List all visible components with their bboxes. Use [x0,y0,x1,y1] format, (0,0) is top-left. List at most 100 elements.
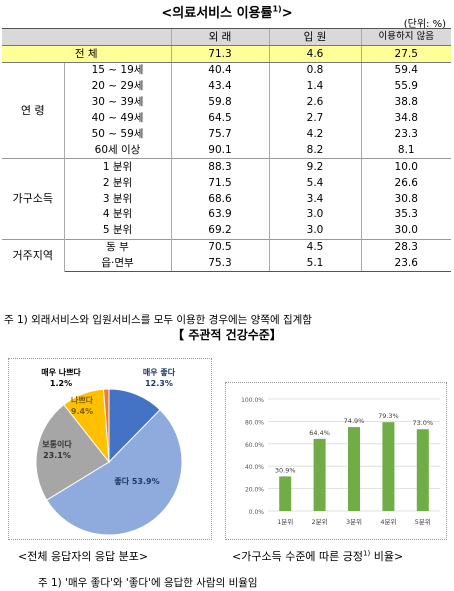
table-cell: 35.3 [360,206,451,223]
table-cell: 4.2 [268,126,361,143]
group-label: 연 령 [2,62,65,159]
table-cell: 8.2 [268,142,361,159]
table-cell: 5.1 [268,255,361,273]
table-cell: 88.3 [170,158,269,176]
table-cell: 3.4 [268,190,361,207]
table-cell: 75.3 [170,255,269,273]
table-cell: 3.0 [268,222,361,240]
bar-value-label: 74.9% [344,417,365,425]
table-cell: 34.8 [360,110,451,127]
row-label: 60세 이상 [94,143,141,156]
section-title: 【 주관적 건강수준】 [172,328,282,342]
table-row-total: 전 체 71.3 4.6 27.5 [2,45,451,63]
table-cell: 23.6 [360,255,451,273]
table-cell: 59.4 [360,62,451,79]
column-header: 이용하지 않음 [360,28,451,46]
y-tick-label: 80.0% [245,419,264,426]
table-cell: 63.9 [170,206,269,223]
row-label: 1 분위 [64,158,171,176]
bar [382,422,395,511]
pie-slice-label: 좋다 53.9% [114,476,159,486]
table-row: 가구소득 1 분위 88.3 9.2 10.0 [2,158,451,240]
title-footnote-mark: 1) [272,4,282,14]
table-cell: 71.3 [170,45,269,63]
row-label: 읍·면부 [64,255,171,273]
table-row: 2 분위 71.5 5.4 26.6 [2,175,451,191]
column-header: 입 원 [268,28,361,46]
pie-slice-label: 보통이다 23.1% [42,439,72,460]
pie-chart-panel: 매우 좋다 12.3% 좋다 53.9% 보통이다 23.1% 나쁘다 9.4% 매우 나쁘다… [8,358,212,540]
bar-value-label: 73.0% [412,419,433,427]
table-cell: 2.6 [268,94,361,111]
unit-label: (단위: %) [403,19,446,30]
column-header: 외 래 [170,28,269,46]
table-cell: 4.6 [268,45,361,63]
pie-slice-label: 매우 나쁘다 1.2% [41,367,81,388]
y-tick-label: 40.0% [245,464,264,471]
table-cell: 10.0 [360,158,451,176]
row-label: 30 ~ 39세 [91,96,144,109]
table-cell: 55.9 [360,78,451,95]
group-label: 거주지역 [2,238,65,272]
table-row: 20 ~ 29세 43.4 1.4 55.9 [2,78,451,95]
table-cell: 70.5 [170,238,269,256]
pie-caption: <전체 응답자의 응답 분포> [18,550,149,563]
table-cell: 69.2 [170,222,269,240]
y-tick-label: 20.0% [245,487,264,494]
table-cell: 0.8 [268,62,361,79]
table-row: 읍·면부 75.3 5.1 23.6 [2,255,451,273]
table-cell: 27.5 [360,45,451,63]
table-row: 60세 이상 90.1 8.2 8.1 [2,142,451,159]
table-title: <의료서비스 이용률1)> [161,4,293,21]
table-cell: 43.4 [170,78,269,95]
table-row: 거주지역 동 부 70.5 4.5 28.3 [2,238,451,272]
y-tick-label: 100.0% [241,397,264,404]
row-label: 40 ~ 49세 [91,112,144,125]
table-row: 5 분위 69.2 3.0 30.0 [2,222,451,240]
table-footnote: 주 1) 외래서비스와 입원서비스를 모두 이용한 경우에는 양쪽에 집계함 [4,314,312,326]
pie-slice-label: 나쁘다 9.4% [71,395,94,416]
table-row: 연 령 15 ~ 19세 40.4 0.8 59.4 [2,62,451,159]
x-tick-label: 2분위 [312,518,328,526]
row-label: 50 ~ 59세 [91,128,144,141]
header-blank [2,28,171,46]
table-row: 50 ~ 59세 75.7 4.2 23.3 [2,126,451,143]
table-row: 30 ~ 39세 59.8 2.6 38.8 [2,94,451,111]
table-row: 3 분위 68.6 3.4 30.8 [2,190,451,207]
bar [348,427,360,511]
table-row: 40 ~ 49세 64.5 2.7 34.8 [2,110,451,127]
table-cell: 1.4 [268,78,361,95]
bar-caption: <가구소득 수준에 따른 긍정1) 비율> [232,549,404,563]
pie-slice-label: 매우 좋다 12.3% [143,367,176,388]
pie-chart: 매우 좋다 12.3% 좋다 53.9% 보통이다 23.1% 나쁘다 9.4% 매우 나쁘다… [35,367,183,536]
bar [416,429,429,511]
pie-slice [102,388,110,463]
bar-value-label: 79.3% [378,412,399,420]
y-tick-label: 0.0% [249,509,265,516]
row-label: 3 분위 [102,192,133,205]
row-label: 2 분위 [102,176,133,189]
chart-footnote: 주 1) '매우 좋다'와 '좋다'에 응답한 사람의 비율임 [38,577,258,589]
pie-slice [35,403,110,501]
table-cell: 4.5 [268,238,361,256]
row-label: 4 분위 [102,208,133,221]
table-cell: 2.7 [268,110,361,127]
bar [313,438,326,511]
table-cell: 71.5 [170,175,269,191]
group-label: 가구소득 [2,158,65,240]
table-cell: 68.6 [170,190,269,207]
row-label: 5 분위 [102,224,133,237]
row-label: 20 ~ 29세 [91,80,144,93]
table-cell: 59.8 [170,94,269,111]
table-cell: 38.8 [360,94,451,111]
row-label: 동 부 [64,238,171,256]
table-cell: 40.4 [170,62,269,79]
table-cell: 3.0 [268,206,361,223]
x-tick-label: 1분위 [277,518,293,526]
bar-chart-panel: 0.0% 20.0% 40.0% 60.0% 80.0% 100.0% 30.9% 1분위 64… [225,382,447,540]
x-tick-label: 5분위 [415,518,431,526]
table-row: 4 분위 63.9 3.0 35.3 [2,206,451,223]
table-cell: 9.2 [268,158,361,176]
